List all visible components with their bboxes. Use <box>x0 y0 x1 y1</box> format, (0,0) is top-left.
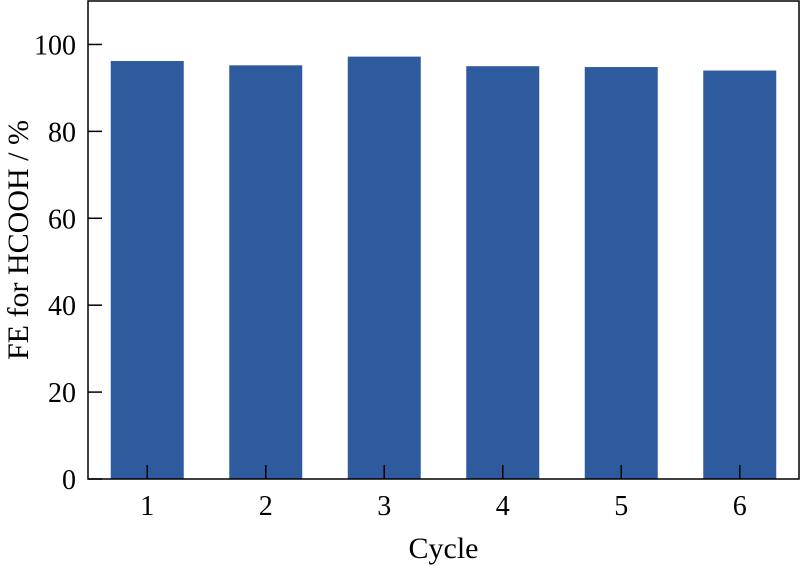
y-tick-label: 20 <box>48 378 76 409</box>
x-tick-label: 1 <box>140 491 154 522</box>
x-tick-label: 4 <box>496 491 510 522</box>
axis-ticks <box>88 43 741 480</box>
y-tick-label: 40 <box>48 291 76 322</box>
y-tick-label: 0 <box>62 465 76 496</box>
x-tick-label: 6 <box>733 491 747 522</box>
y-tick-label: 80 <box>48 117 76 148</box>
bar-cycle-6 <box>703 70 777 479</box>
bar-cycle-4 <box>466 66 540 479</box>
y-tick-label: 100 <box>34 30 76 61</box>
y-axis-label: FE for HCOOH / % <box>2 120 35 360</box>
bar-cycle-2 <box>229 65 303 479</box>
y-tick-label: 60 <box>48 204 76 235</box>
x-axis-label: Cycle <box>409 532 479 565</box>
bar-cycle-3 <box>347 56 421 479</box>
x-tick-label: 3 <box>377 491 391 522</box>
x-tick-labels: 1 2 3 4 5 6 <box>140 491 747 522</box>
x-tick-label: 2 <box>259 491 273 522</box>
x-tick-label: 5 <box>614 491 628 522</box>
y-tick-labels: 0 20 40 60 80 100 <box>34 30 76 496</box>
plot-frame <box>87 0 800 480</box>
bar-cycle-5 <box>584 67 658 480</box>
bar-cycle-1 <box>110 60 184 479</box>
bars <box>110 56 777 480</box>
